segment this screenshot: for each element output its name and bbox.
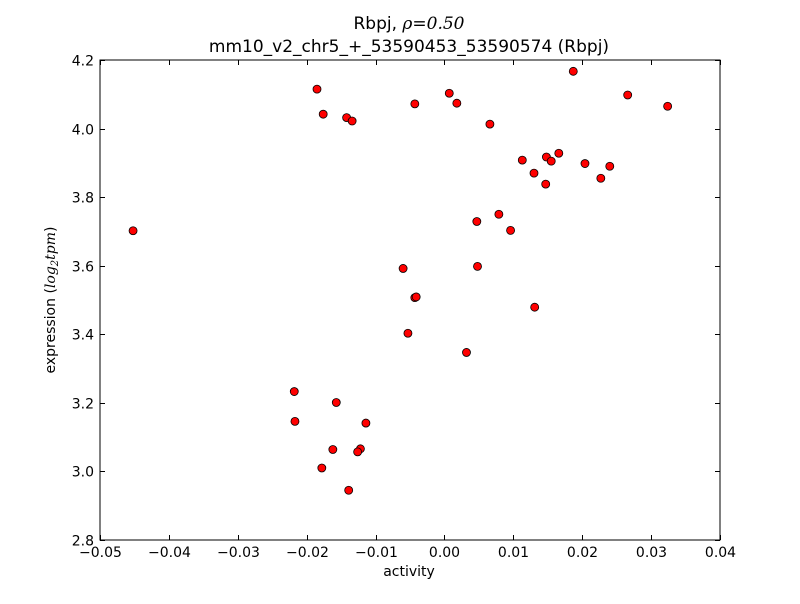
data-point	[128, 226, 138, 236]
chart-title-line2: mm10_v2_chr5_+_53590453_53590574 (Rbpj)	[209, 37, 609, 57]
data-point	[541, 179, 551, 189]
y-tick-label: 3.4	[72, 328, 94, 344]
y-tick-label: 3.8	[72, 191, 94, 207]
x-tick-label: −0.03	[217, 545, 260, 561]
data-point	[289, 387, 299, 396]
data-point	[318, 109, 328, 119]
data-point	[554, 148, 564, 158]
y-tick-label: 4.2	[72, 54, 94, 70]
data-point	[347, 116, 357, 126]
y-tick-label: 2.8	[72, 534, 94, 550]
data-point	[546, 156, 556, 166]
data-point	[403, 328, 413, 338]
data-point	[663, 101, 673, 111]
data-point	[398, 264, 408, 273]
data-point	[411, 292, 421, 302]
data-point	[517, 155, 527, 165]
data-point	[361, 418, 371, 428]
x-tick-label: 0.01	[498, 545, 529, 561]
data-point	[596, 173, 606, 183]
x-tick-label: 0.00	[429, 545, 460, 561]
data-point	[473, 261, 482, 271]
data-point	[462, 348, 471, 357]
x-tick-label: −0.02	[286, 545, 329, 561]
y-tick-label: 3.0	[72, 465, 94, 481]
data-point	[290, 416, 300, 426]
data-point	[331, 398, 341, 407]
data-point	[506, 225, 515, 235]
data-point	[494, 209, 504, 219]
y-tick-label: 3.6	[72, 260, 94, 276]
data-point	[605, 161, 615, 171]
data-point	[410, 99, 420, 109]
y-axis-label: expression (log2tpm)	[43, 226, 61, 373]
data-point	[312, 84, 322, 94]
x-tick-label: −0.04	[148, 545, 191, 561]
data-points	[128, 66, 673, 495]
data-point	[452, 98, 462, 108]
data-point	[444, 88, 454, 98]
y-tick-label: 4.0	[72, 123, 94, 139]
data-point	[353, 447, 363, 457]
data-point	[623, 90, 633, 100]
data-point	[530, 302, 540, 312]
x-tick-label: −0.05	[79, 545, 122, 561]
x-tick-label: 0.03	[636, 545, 667, 561]
y-tick-label: 3.2	[72, 397, 94, 413]
data-point	[344, 485, 354, 495]
chart-title-line1: Rbpj, ρ=0.50	[353, 14, 464, 34]
data-point	[568, 66, 578, 76]
data-point	[529, 168, 539, 178]
data-point	[317, 463, 327, 473]
x-axis-label: activity	[383, 564, 435, 580]
x-tick-label: 0.04	[705, 545, 736, 561]
data-point	[485, 119, 495, 129]
axis-ticks: −0.05 −0.04 −0.03 −0.02 −0.01 0.00 0.01 0.02 0.0…	[72, 54, 736, 562]
data-point	[328, 445, 338, 454]
x-tick-label: −0.01	[355, 545, 398, 561]
plot-area	[99, 59, 721, 541]
data-point	[580, 159, 590, 168]
data-point	[472, 217, 482, 226]
x-tick-label: 0.02	[567, 545, 598, 561]
